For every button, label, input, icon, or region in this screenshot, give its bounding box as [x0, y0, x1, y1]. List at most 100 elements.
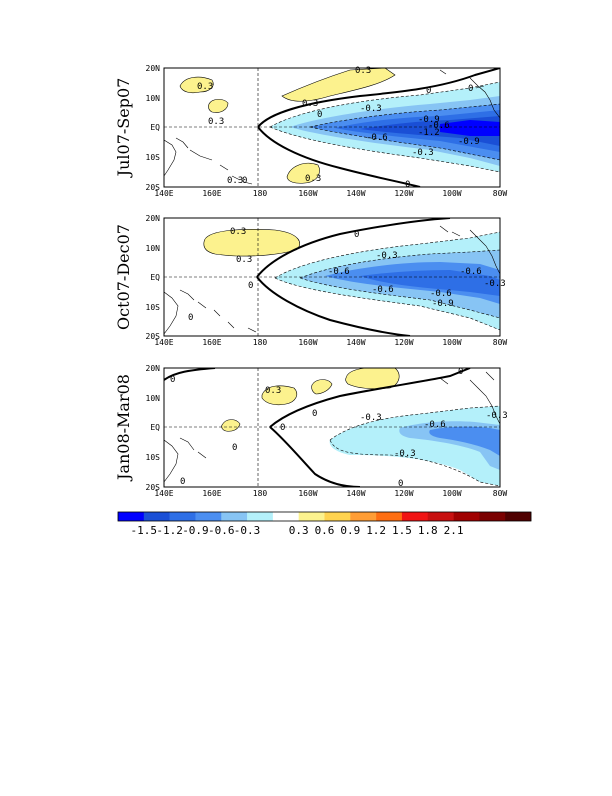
x-tick-label: 140E [154, 338, 173, 347]
colorbar-swatch [298, 512, 325, 521]
panel-ylabel: Jan08-Mar08 [114, 374, 133, 482]
x-tick-label: 100W [442, 338, 461, 347]
x-tick-label: 160W [298, 189, 317, 198]
contour-label: -0.3 [376, 251, 398, 261]
shading-pos03-d [286, 162, 320, 184]
colorbar-swatch [505, 512, 532, 521]
x-tick-label: 140W [346, 338, 365, 347]
y-tick-label: 10N [146, 394, 161, 403]
y-tick-label: EQ [150, 273, 160, 282]
y-axis-ticks: 20N 10N EQ 10S 20S [146, 364, 161, 492]
panel-jan08-mar08: 0 0.3 0 0 0 -0.3 -0.6 -0.3 -0.3 0 0 0 14… [114, 364, 508, 498]
colorbar: -1.5 -1.2 -0.9 -0.6 -0.3 0.3 0.6 0.9 1.2 1.5 1.8 2.… [117, 511, 532, 537]
x-tick-label: 180 [253, 489, 268, 498]
contour-neg03 [274, 231, 500, 331]
x-tick-label: 160E [202, 189, 221, 198]
colorbar-swatch [453, 512, 480, 521]
contour-label: 0 [170, 375, 175, 385]
y-tick-label: EQ [150, 423, 160, 432]
colorbar-swatch [118, 512, 145, 521]
shading-pos03-a [179, 76, 214, 94]
x-tick-label: 160E [202, 338, 221, 347]
contour-label: -0.6 [372, 285, 394, 295]
plot-frame [163, 367, 501, 488]
contour-label: 0.3 [236, 255, 252, 265]
contour-label: 0.3 [227, 176, 243, 186]
contour-label: -0.3 [360, 104, 382, 114]
contour-label: -0.3 [484, 279, 506, 289]
x-tick-label: 120W [394, 338, 413, 347]
x-tick-label: 80W [493, 338, 508, 347]
contour-label: 0 [180, 477, 185, 487]
contour-label: 0 [312, 409, 317, 419]
x-tick-label: 160W [298, 338, 317, 347]
colorbar-tick-label: 0.9 [340, 524, 360, 537]
colorbar-tick-label: 1.8 [418, 524, 438, 537]
colorbar-swatch [195, 512, 222, 521]
contour-label: -0.6 [428, 121, 450, 131]
contour-label: 0 [458, 367, 463, 377]
shading-pos03-d [221, 419, 241, 432]
contour-label: -0.6 [328, 267, 350, 277]
y-tick-label: 10N [146, 94, 161, 103]
contour-label: -0.9 [418, 115, 440, 125]
contour-label: 0.3 [197, 82, 213, 92]
shading-pos03-b [311, 379, 333, 395]
contour-label: 0 [354, 230, 359, 240]
contour-zero [256, 276, 411, 336]
panel-oct07-dec07: 0.3 0.3 0 -0.3 -0.6 -0.6 -0.6 -0.3 -0.6 … [114, 214, 507, 347]
y-tick-label: 20S [146, 332, 161, 341]
x-axis-ticks: 140E 160E 180 160W 140W 120W 100W 80W [154, 338, 507, 347]
colorbar-swatch [401, 512, 429, 521]
shading-pos03-a [261, 385, 298, 406]
y-tick-label: 10S [146, 153, 161, 162]
contour-label: 0.3 [305, 174, 321, 184]
x-tick-label: 160E [202, 489, 221, 498]
x-tick-label: 160W [298, 489, 317, 498]
shading-neg18 [440, 120, 500, 136]
contour-zero [269, 368, 471, 428]
shading-neg09 [429, 426, 500, 456]
contour-zero [257, 68, 500, 128]
y-tick-label: EQ [150, 123, 160, 132]
contour-label: 0 [248, 281, 253, 291]
contour-neg03 [269, 126, 500, 173]
x-tick-label: 80W [493, 189, 508, 198]
colorbar-tick-label: -0.3 [234, 524, 261, 537]
y-tick-label: 10S [146, 303, 161, 312]
x-tick-label: 120W [394, 189, 413, 198]
x-tick-label: 100W [442, 189, 461, 198]
y-tick-label: 10S [146, 453, 161, 462]
y-axis-ticks: 20N 10N EQ 10S 20S [146, 64, 161, 192]
colorbar-tick-label: -0.6 [208, 524, 235, 537]
x-tick-label: 180 [253, 189, 268, 198]
colorbar-ticks: -1.5 -1.2 -0.9 -0.6 -0.3 0.3 0.6 0.9 1.2 1.5 1.8 2.… [131, 524, 464, 537]
contour-label: -0.6 [424, 420, 446, 430]
colorbar-tick-label: 1.2 [366, 524, 386, 537]
x-tick-label: 140E [154, 189, 173, 198]
colorbar-tick-label: -1.2 [156, 524, 183, 537]
contour-label: -0.3 [394, 449, 416, 459]
contour-label: 0 [398, 479, 403, 489]
contour-neg03 [269, 81, 500, 128]
contour-label: -0.3 [412, 148, 434, 158]
x-axis-ticks: 140E 160E 180 160W 140W 120W 100W 80W [154, 489, 507, 498]
colorbar-tick-label: -0.9 [182, 524, 209, 537]
contour-labels: 0.3 0.3 0 -0.3 -0.6 -0.6 -0.6 -0.3 -0.6 … [188, 227, 506, 323]
y-tick-label: 20N [146, 364, 161, 373]
shading-pos03-b [208, 99, 229, 113]
contour-label: -0.6 [430, 289, 452, 299]
coastline [164, 225, 500, 335]
shading-pos03-a [203, 229, 300, 257]
plot-frame [163, 217, 501, 337]
contour-labels: 0.3 0.3 0.3 0.3 -0.3 0.3 0 0 0 0 0 0.3 -… [197, 66, 480, 190]
y-tick-label: 20S [146, 483, 161, 492]
contour-label: -0.3 [360, 413, 382, 423]
contour-label: 0 [426, 86, 431, 96]
colorbar-swatch [324, 512, 351, 521]
contour-zero [164, 368, 216, 381]
colorbar-swatch [247, 512, 274, 521]
colorbar-swatch [427, 512, 454, 521]
coastline [164, 69, 500, 185]
contour-label: 0.3 [230, 227, 246, 237]
